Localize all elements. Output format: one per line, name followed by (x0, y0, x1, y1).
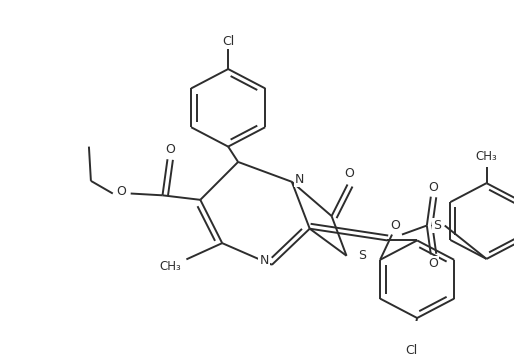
Text: O: O (390, 219, 400, 232)
Text: S: S (358, 249, 367, 262)
Text: N: N (295, 173, 304, 185)
Text: N: N (259, 254, 269, 267)
Text: O: O (428, 257, 438, 270)
Text: O: O (116, 185, 126, 198)
Text: Cl: Cl (405, 344, 417, 354)
Text: O: O (165, 143, 176, 156)
Text: O: O (428, 181, 438, 194)
Text: O: O (345, 167, 354, 180)
Text: CH₃: CH₃ (476, 150, 497, 164)
Text: S: S (433, 219, 441, 232)
Text: CH₃: CH₃ (160, 260, 181, 273)
Text: Cl: Cl (222, 35, 234, 47)
